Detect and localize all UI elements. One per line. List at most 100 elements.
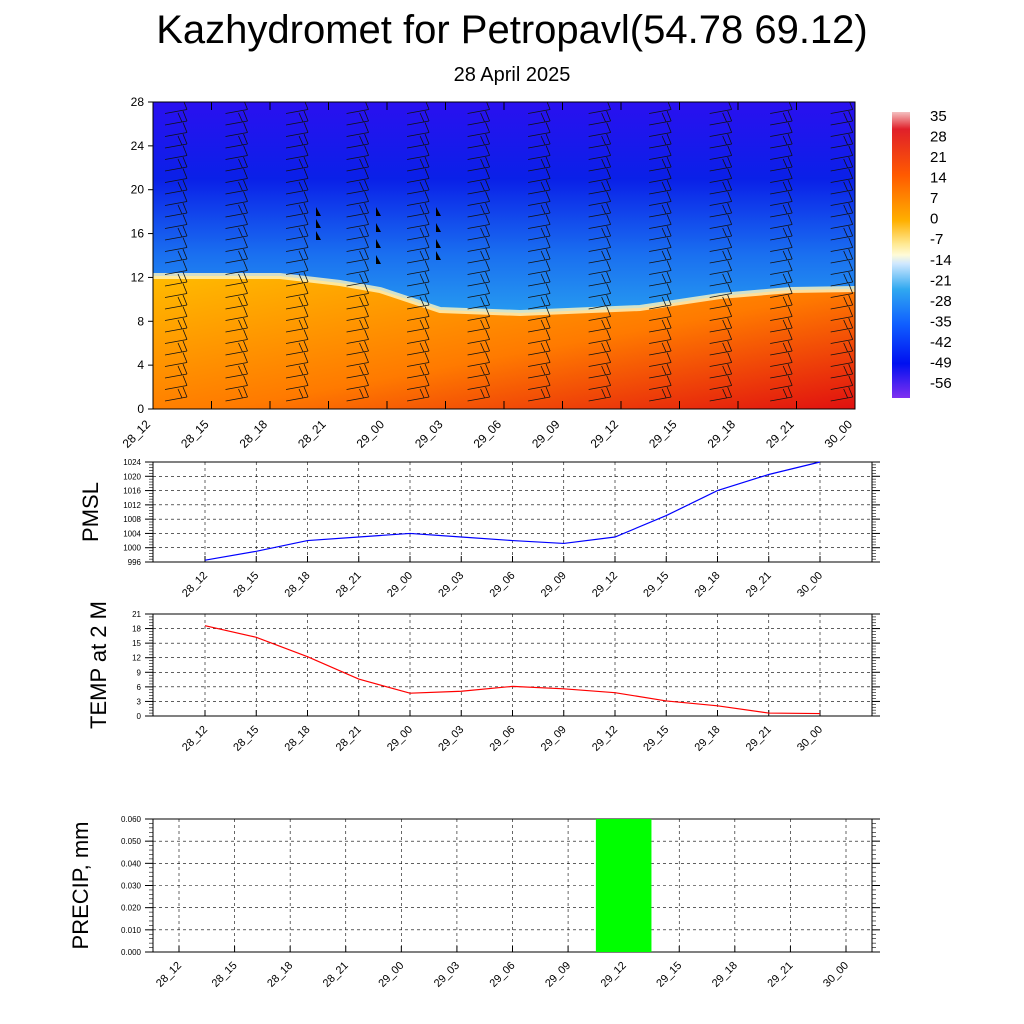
- wind-barb-staff: [164, 235, 188, 241]
- wind-barb-flag: [545, 386, 551, 398]
- wind-barb-flag: [304, 102, 309, 110]
- wind-barb-staff: [649, 304, 672, 310]
- wind-barb: [346, 271, 369, 287]
- wind-barb-staff: [467, 258, 490, 264]
- wind-barb: [467, 133, 490, 149]
- wind-barb-flag: [419, 204, 425, 215]
- y-tick-label: 3: [137, 697, 142, 706]
- wind-barb: [588, 260, 611, 275]
- wind-barb: [588, 102, 611, 114]
- wind-barb-flag: [661, 250, 667, 261]
- wind-barb: [285, 386, 309, 402]
- wind-barb-staff: [164, 155, 188, 160]
- wind-barb-flag: [177, 112, 183, 123]
- wind-barb-staff: [164, 385, 188, 390]
- wind-barb: [225, 168, 248, 183]
- wind-barb-staff: [709, 201, 732, 206]
- wind-barb-flag: [485, 329, 490, 340]
- wind-barb-flag: [601, 158, 606, 169]
- wind-barb-staff: [225, 385, 248, 390]
- wind-barb: [467, 317, 490, 333]
- wind-barb-flag: [182, 306, 188, 317]
- wind-barb: [770, 102, 793, 114]
- wind-barb-flag: [722, 227, 728, 238]
- wind-barb: [346, 317, 369, 333]
- wind-barb-staff: [285, 362, 309, 367]
- wind-barb: [164, 214, 188, 229]
- wind-barb-staff: [406, 339, 430, 344]
- wind-barb-flag: [848, 156, 854, 168]
- wind-barb-flag: [848, 225, 854, 237]
- wind-barb-flag: [486, 102, 490, 110]
- wind-barb-staff: [406, 396, 430, 402]
- wind-barb-flag: [666, 237, 672, 248]
- wind-barb: [770, 202, 793, 218]
- wind-barb: [346, 340, 369, 356]
- wind-barb-staff: [164, 293, 188, 298]
- wind-barb-staff: [709, 362, 732, 367]
- wind-barb-staff: [528, 281, 551, 287]
- wind-barb-flag: [545, 352, 551, 363]
- wind-barb-flag: [727, 237, 733, 248]
- wind-barb-flag: [364, 179, 369, 191]
- wind-barb-staff: [406, 293, 430, 298]
- colorbar-label: -7: [930, 231, 943, 248]
- wind-barb: [225, 260, 248, 275]
- wind-barb: [649, 306, 672, 321]
- y-axis-title: PRECIP, mm: [68, 822, 93, 950]
- wind-barb: [830, 340, 854, 356]
- wind-barb-flag: [722, 296, 728, 307]
- wind-barb: [225, 375, 248, 390]
- wind-barb-staff: [830, 155, 853, 160]
- wind-barb-flag: [848, 145, 854, 156]
- wind-barb-staff: [225, 281, 248, 287]
- x-tick-label: 30_00: [795, 570, 825, 600]
- precipitation-panel: 0.000 0.010 0.020 0.030 0.040 0.050 0.060 28_12…: [68, 815, 880, 990]
- wind-barb-flag: [425, 102, 430, 110]
- wind-barb: [164, 179, 188, 195]
- wind-barb: [346, 191, 369, 206]
- warm-air-region: [153, 276, 855, 409]
- wind-barb: [467, 202, 490, 218]
- wind-barb-staff: [528, 373, 551, 379]
- wind-barb-flag: [303, 202, 309, 214]
- wind-barb-flag: [359, 296, 364, 307]
- wind-barb-staff: [770, 396, 793, 402]
- wind-barb: [346, 110, 369, 126]
- wind-barb-flag: [606, 386, 611, 398]
- wind-barb-flag: [424, 271, 430, 283]
- wind-barb-flag: [485, 317, 490, 329]
- wind-barb-staff: [709, 316, 732, 321]
- wind-barb-staff: [528, 270, 551, 275]
- wind-barb-flag: [606, 283, 611, 294]
- wind-barb: [285, 248, 309, 264]
- wind-barb: [467, 260, 490, 275]
- wind-barb-staff: [588, 178, 611, 183]
- wind-barb-staff: [588, 247, 611, 252]
- wind-barb-flag: [848, 317, 854, 329]
- wind-barb-staff: [285, 396, 309, 402]
- wind-barb: [649, 225, 672, 241]
- wind-barb: [830, 386, 854, 402]
- wind-barb-staff: [709, 224, 732, 229]
- wind-barb: [770, 156, 793, 172]
- wind-barb-staff: [588, 339, 611, 344]
- y-tick-label: 1004: [123, 529, 141, 538]
- wind-barb-flag: [843, 388, 849, 399]
- wind-barb-staff: [467, 178, 490, 183]
- x-tick-label: 29_21: [765, 960, 795, 990]
- wind-barb-staff: [528, 258, 551, 264]
- cs-y-tick-label: 16: [131, 227, 145, 241]
- wind-barb-staff: [346, 304, 369, 310]
- wind-barb-flag: [182, 179, 188, 191]
- wind-barb: [467, 156, 490, 172]
- wind-barb-flag: [243, 363, 248, 375]
- colorbar-label: 28: [930, 129, 947, 146]
- wind-barb: [406, 340, 430, 356]
- wind-barb: [528, 283, 551, 298]
- wind-barb: [649, 283, 672, 298]
- wind-barb-staff: [467, 281, 490, 287]
- wind-pennant: [376, 223, 381, 232]
- wind-barb-staff: [225, 270, 248, 275]
- wind-barb-flag: [243, 168, 248, 179]
